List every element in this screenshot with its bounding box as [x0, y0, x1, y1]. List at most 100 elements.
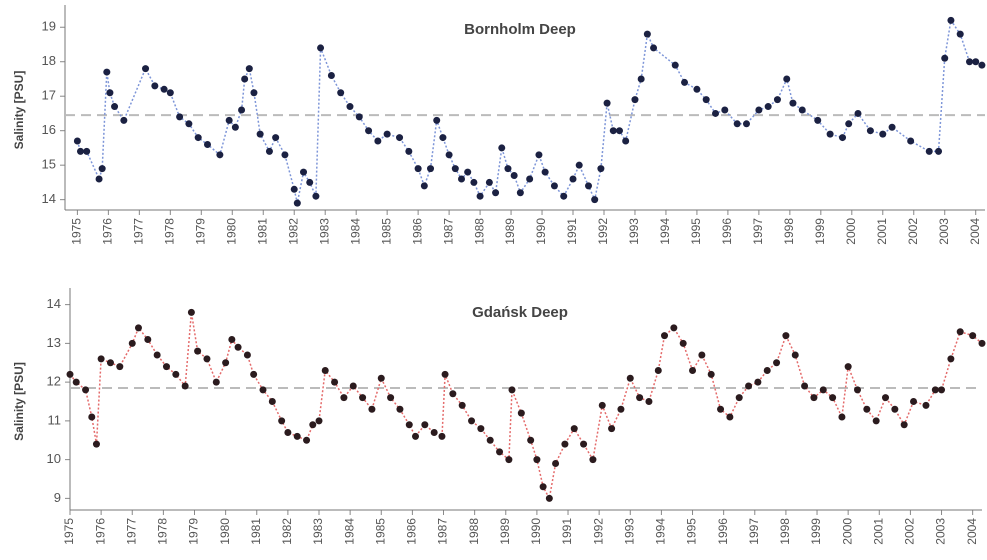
x-tick-label: 1993 — [627, 218, 641, 245]
x-tick-label: 1980 — [218, 518, 232, 545]
data-point — [643, 30, 651, 38]
data-point — [763, 367, 771, 374]
data-point — [707, 370, 715, 378]
data-point — [421, 421, 429, 429]
data-point — [693, 85, 701, 93]
data-point — [598, 401, 606, 409]
data-point — [374, 137, 382, 145]
data-point — [882, 394, 890, 402]
data-point — [245, 65, 253, 73]
data-point — [654, 367, 662, 374]
data-point — [166, 89, 174, 97]
data-point — [331, 378, 339, 386]
data-point — [238, 106, 246, 114]
x-tick-label: 1983 — [317, 218, 331, 245]
data-point — [650, 44, 658, 52]
x-tick-label: 1979 — [193, 218, 207, 245]
data-point — [451, 165, 459, 173]
data-point — [907, 137, 915, 145]
data-point — [791, 351, 799, 359]
data-point — [346, 103, 354, 111]
data-point — [863, 405, 871, 413]
x-tick-label: 1993 — [622, 518, 636, 545]
data-point — [661, 332, 669, 340]
x-tick-label: 1986 — [410, 218, 424, 245]
data-point — [439, 134, 447, 142]
data-point — [527, 436, 535, 444]
x-tick-label: 1984 — [348, 218, 362, 245]
data-point — [726, 413, 734, 421]
x-tick-label: 1991 — [565, 218, 579, 245]
data-point — [550, 182, 558, 190]
x-tick-label: 1977 — [124, 518, 138, 545]
data-point — [317, 44, 325, 52]
y-tick-label: 18 — [42, 53, 56, 68]
x-tick-label: 2002 — [903, 518, 917, 545]
data-point — [98, 165, 106, 173]
data-point — [829, 394, 837, 402]
data-point — [281, 151, 289, 159]
data-point — [972, 58, 980, 66]
data-point — [486, 436, 494, 444]
data-point — [626, 374, 634, 382]
data-point — [575, 161, 583, 169]
data-point — [622, 137, 630, 145]
data-point — [712, 109, 720, 117]
x-tick-label: 1995 — [685, 518, 699, 545]
data-point — [978, 339, 986, 347]
data-point — [250, 370, 258, 378]
y-tick-label: 14 — [42, 191, 56, 206]
data-point — [396, 405, 404, 413]
data-point — [162, 363, 170, 371]
data-point — [853, 386, 861, 394]
x-tick-label: 1996 — [716, 518, 730, 545]
data-point — [671, 61, 679, 69]
x-tick-label: 1982 — [286, 218, 300, 245]
data-point — [764, 103, 772, 111]
x-tick-label: 1975 — [70, 218, 84, 245]
data-point — [552, 460, 560, 467]
data-point — [256, 130, 264, 138]
data-point — [978, 61, 986, 69]
data-point — [73, 137, 81, 145]
data-point — [176, 113, 184, 121]
data-point — [735, 394, 743, 402]
data-point — [309, 421, 317, 429]
data-point — [935, 147, 943, 155]
x-tick-label: 1994 — [654, 518, 668, 545]
x-tick-label: 1989 — [498, 518, 512, 545]
data-point — [103, 68, 111, 76]
data-point — [222, 359, 230, 367]
data-point — [826, 130, 834, 138]
data-point — [810, 394, 818, 402]
data-point — [203, 355, 211, 363]
chart-title: Bornholm Deep — [464, 21, 576, 38]
y-tick-label: 15 — [42, 157, 56, 172]
data-point — [438, 432, 446, 440]
data-point — [839, 134, 847, 142]
data-point — [597, 165, 605, 173]
data-point — [445, 151, 453, 159]
data-point — [259, 386, 267, 394]
data-point — [66, 370, 74, 378]
x-tick-label: 1975 — [62, 518, 76, 545]
data-point — [185, 120, 193, 128]
data-point — [151, 82, 159, 90]
data-point — [879, 130, 887, 138]
x-tick-label: 1987 — [441, 218, 455, 245]
x-tick-label: 2002 — [906, 218, 920, 245]
x-tick-label: 1980 — [224, 218, 238, 245]
data-point — [476, 192, 484, 200]
data-point — [966, 58, 974, 66]
data-point — [293, 432, 301, 440]
data-point — [76, 147, 84, 155]
data-point — [83, 147, 91, 155]
data-point — [925, 147, 933, 155]
x-tick-label: 1996 — [720, 218, 734, 245]
data-point — [349, 382, 357, 390]
x-tick-label: 1988 — [472, 218, 486, 245]
data-point — [589, 456, 597, 464]
data-point — [956, 328, 964, 336]
data-point — [560, 192, 568, 200]
x-tick-label: 1978 — [156, 518, 170, 545]
